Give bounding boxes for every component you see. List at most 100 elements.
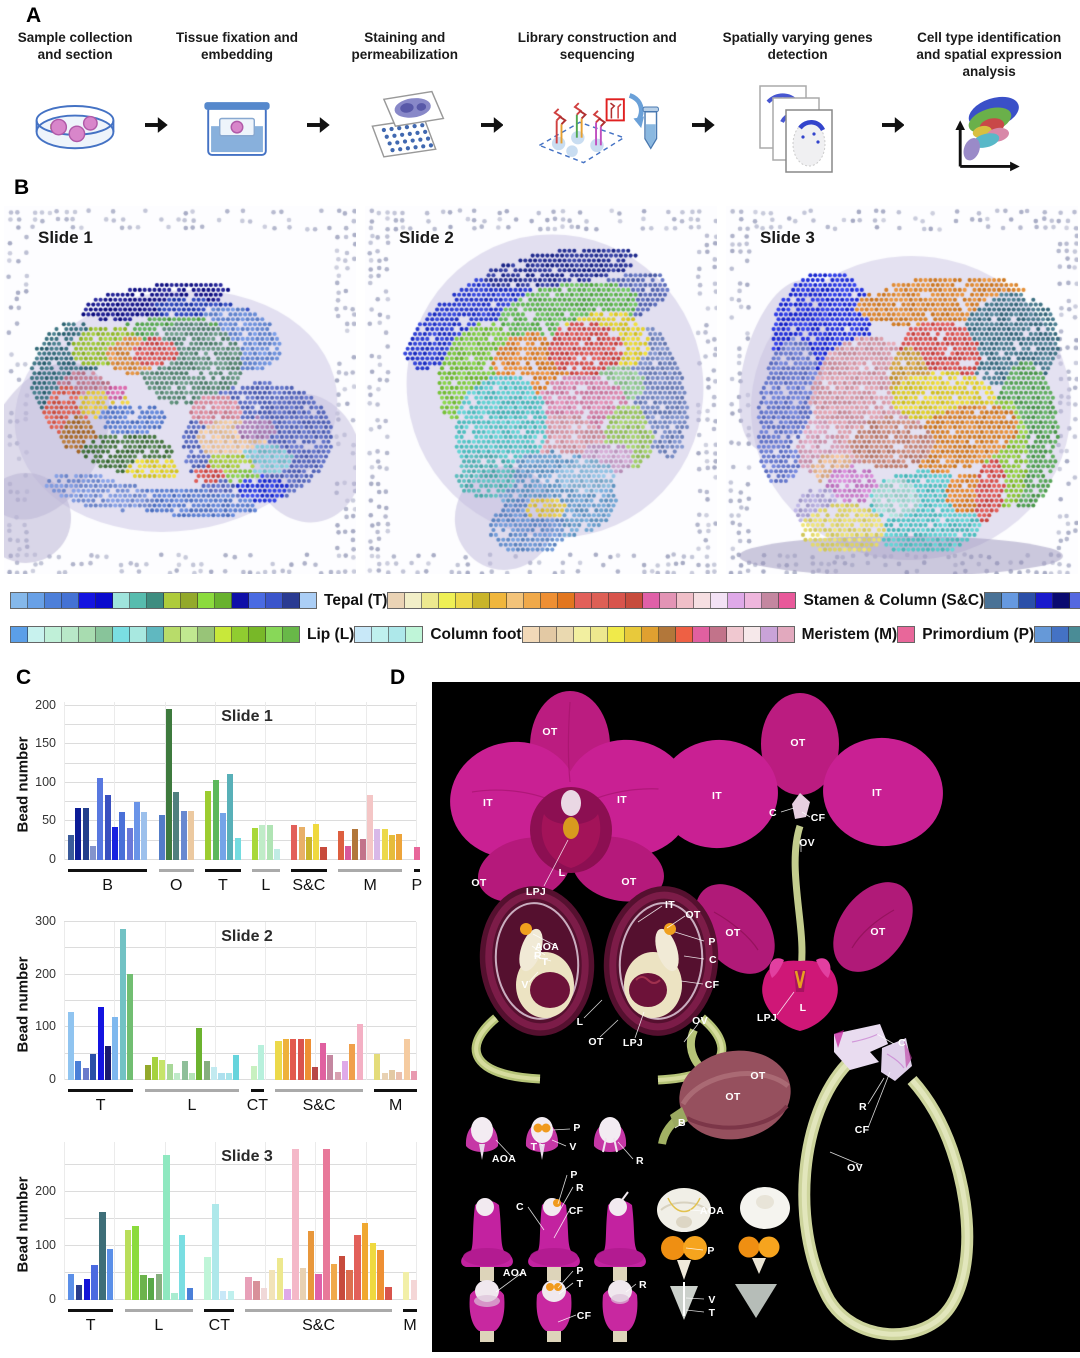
group-label: S&C <box>302 1317 336 1334</box>
anatomy-label-ot: OT <box>621 876 637 888</box>
anatomy-label-ov: OV <box>692 1015 708 1027</box>
y-tick-label: 0 <box>49 1292 56 1306</box>
bar <box>305 1038 312 1080</box>
legend-label: Lip (L) <box>307 625 355 643</box>
bar <box>381 1072 388 1080</box>
workflow-steps: Sample collection and section Tissue fix… <box>6 30 1074 182</box>
legend-label: Meristem (M) <box>801 625 898 643</box>
bar <box>83 1279 90 1300</box>
legend-item: Column foot <box>354 626 522 644</box>
bar <box>204 1257 211 1300</box>
step-caption: Tissue fixation and embedding <box>175 30 298 62</box>
group-underline <box>245 1309 392 1312</box>
bar <box>290 1039 297 1080</box>
column-dissection-grid <box>461 1117 646 1342</box>
chart-title: Slide 3 <box>221 1148 273 1165</box>
bar <box>305 836 312 860</box>
anatomy-label-r: R <box>639 1279 647 1291</box>
plot-area: Slide 1 <box>64 702 420 860</box>
bar <box>82 1068 89 1080</box>
y-tick-label: 150 <box>35 736 56 751</box>
legend-item: Others (O) <box>1034 626 1080 644</box>
bar <box>367 794 374 860</box>
bar <box>155 1273 163 1300</box>
bar <box>140 1275 147 1300</box>
slide-3-spatial-map <box>726 206 1078 574</box>
group-underline <box>291 869 327 872</box>
anatomy-label-v: V <box>569 1141 577 1153</box>
anatomy-label-l: L <box>558 867 566 879</box>
anatomy-label-it: IT <box>872 787 882 799</box>
bar <box>104 1045 112 1080</box>
bar <box>251 828 258 860</box>
bar <box>212 779 219 860</box>
bar <box>298 826 305 860</box>
anatomy-label-ov: OV <box>799 837 815 849</box>
bar <box>276 1257 283 1300</box>
anatomy-label-aoa: AOA <box>534 941 560 953</box>
anatomy-label-r: R <box>576 1182 584 1194</box>
bar <box>158 815 165 860</box>
bar <box>75 1061 82 1080</box>
bead-number-chart: Bead number 0 50 100 150 200 B O T L S&C M P Slide 1 <box>0 688 432 908</box>
bead-number-chart: Bead number 0 100 200 300 T L CT S&C M Slide 2 <box>0 908 432 1128</box>
bar <box>75 807 82 860</box>
bar <box>173 792 180 860</box>
anatomy-label-it: IT <box>665 899 675 911</box>
anatomy-label-r: R <box>534 950 542 962</box>
bar <box>337 831 344 860</box>
bar <box>320 846 327 860</box>
bar <box>181 1060 188 1080</box>
bar <box>225 1073 232 1080</box>
bar <box>119 928 126 1080</box>
group-underline <box>337 869 403 872</box>
group-underline <box>205 869 241 872</box>
bar <box>261 1288 268 1300</box>
y-tick-label: 200 <box>35 1183 56 1198</box>
bar <box>203 1061 210 1080</box>
bar <box>97 1006 104 1080</box>
anatomy-label-t: T <box>541 956 549 968</box>
legend-item: Lip (L) <box>10 626 354 644</box>
group-underline <box>275 1089 363 1092</box>
legend-row: Tepal (T) Stamen & Column (S&C)Bract (B) <box>0 588 1080 613</box>
panel-d-label: D <box>390 666 406 689</box>
embedding-container-icon <box>204 102 270 156</box>
bar <box>411 1070 418 1080</box>
slide-2-spatial-map <box>365 206 717 574</box>
barcoded-probes-tube-icon <box>537 93 660 164</box>
anatomy-label-cf: CF <box>854 1124 870 1136</box>
anatomy-label-r: R <box>636 1155 644 1167</box>
bar <box>389 834 396 860</box>
bar <box>171 1292 178 1300</box>
y-tick-label: 200 <box>35 697 56 712</box>
bar <box>292 1148 299 1300</box>
anatomy-label-b: B <box>678 1117 686 1129</box>
bar <box>245 1277 252 1300</box>
bar <box>345 846 352 860</box>
workflow-step-3: Staining and permeabilization <box>330 30 480 182</box>
bar <box>127 973 134 1080</box>
bar <box>178 1235 186 1300</box>
bar <box>349 1043 356 1080</box>
anatomy-label-lpj: LPJ <box>525 886 547 898</box>
anatomy-label-p: P <box>570 1169 578 1181</box>
bar <box>68 1012 75 1080</box>
step-caption: Library construction and sequencing <box>517 30 677 62</box>
anatomy-label-ot: OT <box>750 1070 766 1082</box>
bar <box>124 1229 132 1300</box>
anatomy-label-c: C <box>709 954 717 966</box>
group-underline <box>68 869 148 872</box>
workflow-step-5: Spatially varying genes detection <box>715 30 881 182</box>
anatomy-label-ot: OT <box>725 927 741 939</box>
bar <box>219 1290 227 1300</box>
bar <box>97 777 104 860</box>
bar <box>68 1274 75 1300</box>
group-underline <box>68 1309 114 1312</box>
workflow-step-1: Sample collection and section <box>6 30 144 182</box>
bar-charts: Bead number 0 50 100 150 200 B O T L S&C M P Slide 1 B… <box>0 688 432 1348</box>
bar <box>151 1057 158 1080</box>
bar <box>374 1054 381 1080</box>
bar <box>369 1242 377 1300</box>
anatomy-label-aoa: AOA <box>502 1267 528 1279</box>
